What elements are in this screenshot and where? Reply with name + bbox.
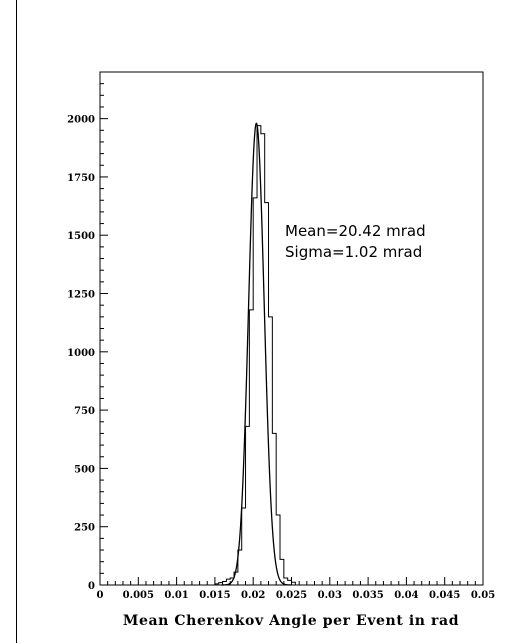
y-tick-label: 1750	[67, 173, 95, 184]
y-tick-label: 2000	[67, 115, 95, 126]
histogram-bin	[246, 426, 250, 585]
y-tick-label: 500	[74, 464, 95, 475]
y-tick-label: 1250	[67, 290, 95, 301]
histogram-bin	[249, 310, 253, 585]
x-tick-label: 0.045	[429, 590, 460, 601]
annotation-sigma: Sigma=1.02 mrad	[285, 243, 422, 261]
x-tick-label: 0.01	[164, 590, 188, 601]
gaussian-fit-curve	[221, 122, 292, 586]
x-tick-label: 0.05	[471, 590, 495, 601]
x-axis-title: Mean Cherenkov Angle per Event in rad	[123, 613, 459, 629]
x-tick-label: 0.02	[241, 590, 265, 601]
x-tick-labels: 0 0.005 0.01 0.015 0.02 0.025 0.03 0.035 0.04 0.0…	[97, 590, 496, 601]
x-tick-label: 0.025	[276, 590, 307, 601]
x-tick-label: 0.005	[123, 590, 154, 601]
x-tick-label: 0.035	[352, 590, 383, 601]
axis-ticks	[99, 71, 484, 586]
x-tick-label: 0.03	[318, 590, 342, 601]
x-tick-label: 0.04	[394, 590, 418, 601]
histogram-bin	[253, 198, 257, 585]
histogram-outline	[214, 125, 296, 585]
y-tick-label: 1000	[67, 348, 95, 359]
page-left-rule	[16, 0, 17, 643]
y-tick-labels: 0 250 500 750 1000 1250 1500 1750 2000	[67, 115, 95, 592]
x-tick-label: 0.015	[199, 590, 230, 601]
histogram-bin	[257, 126, 261, 585]
y-tick-label: 1500	[67, 231, 95, 242]
annotation-mean: Mean=20.42 mrad	[285, 222, 426, 240]
histogram-bins	[215, 126, 295, 585]
x-tick-label: 0	[97, 590, 104, 601]
y-tick-label: 750	[74, 406, 95, 417]
y-tick-label: 250	[74, 523, 95, 534]
histogram-bin	[242, 508, 246, 585]
plot-frame	[99, 71, 484, 586]
y-tick-label: 0	[88, 581, 95, 592]
